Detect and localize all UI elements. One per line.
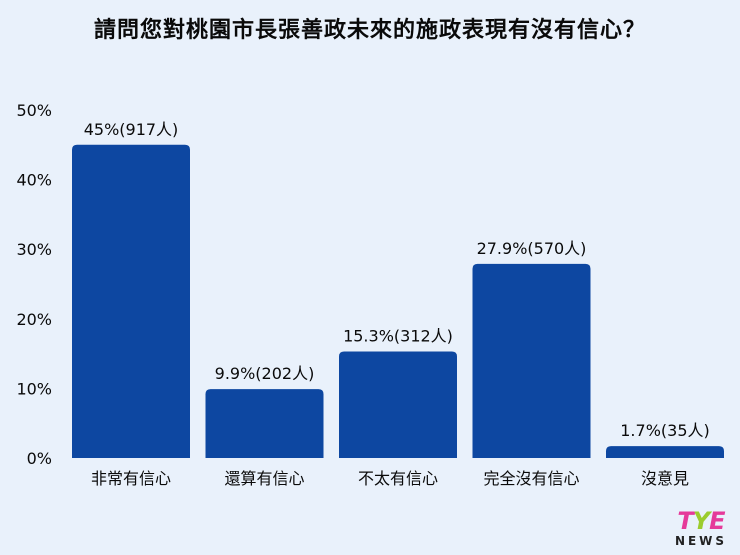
bar [339,351,457,458]
data-label: 27.9%(570人) [477,239,587,258]
data-label: 9.9%(202人) [215,364,315,383]
bar [472,263,591,458]
category-label: 不太有信心 [358,469,438,488]
category-label: 非常有信心 [91,469,171,488]
y-tick-label: 50% [16,101,52,120]
y-tick-label: 10% [16,379,52,398]
logo-subtext: NEWS [674,534,728,548]
bar [205,389,324,458]
y-tick-label: 40% [16,171,52,190]
y-tick-label: 30% [16,240,52,259]
logo-mark: TYE [677,507,725,535]
y-tick-label: 20% [16,310,52,329]
chart-title: 請問您對桃園市長張善政未來的施政表現有沒有信心？ [93,18,646,43]
category-label: 還算有信心 [224,469,304,488]
category-label: 沒意見 [641,469,689,488]
data-label: 15.3%(312人) [343,327,453,346]
tye-news-logo: TYE NEWS [668,508,734,550]
data-label: 1.7%(35人) [620,421,710,440]
bar [606,446,724,458]
bar [72,144,190,459]
y-tick-label: 0% [27,449,52,468]
data-label: 45%(917人) [84,120,179,139]
category-label: 完全沒有信心 [483,469,579,488]
